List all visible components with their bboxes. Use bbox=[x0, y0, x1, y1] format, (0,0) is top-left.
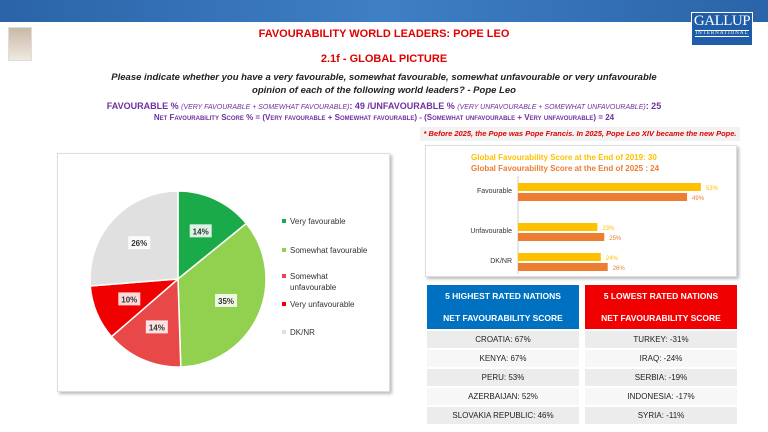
legend-swatch bbox=[282, 274, 286, 278]
highest-header: 5 HIGHEST RATED NATIONS NET FAVOURABILITY… bbox=[427, 285, 579, 329]
lowest-row: TURKEY: -31% bbox=[585, 331, 737, 349]
legend-label: Very unfavourable bbox=[290, 300, 355, 309]
bar-data-label: 53% bbox=[706, 186, 719, 192]
legend-swatch bbox=[282, 248, 286, 252]
pie-chart-box: 14% 35% 14% 10% 26% Very favourable Somewhat f… bbox=[57, 153, 390, 392]
legend-label: DK/NR bbox=[290, 328, 315, 337]
pie-data-label: 26% bbox=[131, 239, 147, 248]
pie-data-label: 14% bbox=[149, 323, 165, 332]
legend-swatch bbox=[282, 302, 286, 306]
pie-data-label: 14% bbox=[193, 227, 209, 236]
logo-sub: INTERNATIONAL bbox=[695, 30, 749, 37]
legend-line: Somewhat bbox=[290, 272, 329, 281]
page-title: FAVOURABILITY WORLD LEADERS: POPE LEO bbox=[258, 28, 510, 40]
highest-row: KENYA: 67% bbox=[427, 350, 579, 368]
logo-name: GALLUP bbox=[693, 13, 751, 29]
bar-chart-box: Global Favourability Score at the End of… bbox=[425, 145, 737, 277]
bar-title-2019: Global Favourability Score at the End of… bbox=[471, 153, 657, 162]
lowest-header: 5 LOWEST RATED NATIONS NET FAVOURABILITY … bbox=[585, 285, 737, 329]
bar-data-label: 26% bbox=[613, 266, 626, 272]
bar-title-2025: Global Favourability Score at the End of… bbox=[471, 164, 660, 173]
favourable-summary: FAVOURABLE % (VERY FAVOURABLE + SOMEWHAT… bbox=[0, 101, 768, 111]
lowest-row: SYRIA: -11% bbox=[585, 407, 737, 425]
fav-def: (VERY FAVOURABLE + SOMEWHAT FAVOURABLE) bbox=[181, 104, 350, 111]
bar-category-label: DK/NR bbox=[490, 258, 512, 265]
highest-title: 5 HIGHEST RATED NATIONS bbox=[445, 291, 561, 301]
fav-label: FAVOURABLE % bbox=[106, 101, 182, 111]
pie-data-label: 10% bbox=[121, 295, 137, 304]
pie-label-bg bbox=[145, 320, 168, 334]
lowest-row: INDONESIA: -17% bbox=[585, 388, 737, 406]
bar-data-label: 23% bbox=[602, 226, 615, 232]
highest-row: AZERBAIJAN: 52% bbox=[427, 388, 579, 406]
bar-category-label: Favourable bbox=[477, 188, 512, 195]
pie-label-bg bbox=[215, 293, 238, 307]
bar bbox=[518, 223, 598, 231]
highest-subtitle: NET FAVOURABILITY SCORE bbox=[443, 313, 563, 323]
legend-label: Somewhat favourable bbox=[290, 246, 368, 255]
lowest-subtitle: NET FAVOURABILITY SCORE bbox=[601, 313, 721, 323]
legend-swatch bbox=[282, 219, 286, 223]
header-banner bbox=[0, 0, 768, 22]
lowest-title: 5 LOWEST RATED NATIONS bbox=[603, 291, 719, 301]
bar bbox=[518, 193, 688, 201]
bar bbox=[518, 233, 605, 241]
gallup-logo: GALLUP INTERNATIONAL bbox=[691, 12, 753, 46]
pie-data-label: 35% bbox=[218, 297, 234, 306]
pie-label-bg bbox=[189, 224, 212, 238]
unfav-value: : 25 bbox=[645, 101, 662, 111]
net-score-formula: Net Favourability Score % = (Very favour… bbox=[153, 113, 615, 122]
highest-row: CROATIA: 67% bbox=[427, 331, 579, 349]
highest-row: SLOVAKIA REPUBLIC: 46% bbox=[427, 407, 579, 425]
pie-label-bg bbox=[128, 236, 151, 250]
page-subtitle: 2.1f - GLOBAL PICTURE bbox=[320, 53, 448, 65]
bar bbox=[518, 183, 701, 191]
unfav-label: : 49 /UNFAVOURABLE % bbox=[349, 101, 458, 111]
bar-data-label: 25% bbox=[609, 236, 622, 242]
pope-photo bbox=[8, 27, 32, 61]
bar-data-label: 49% bbox=[692, 196, 705, 202]
pie-slice bbox=[177, 190, 248, 281]
footnote: * Before 2025, the Pope was Pope Francis… bbox=[420, 127, 740, 141]
lowest-row: IRAQ: -24% bbox=[585, 350, 737, 368]
bar bbox=[518, 253, 601, 261]
legend-label: Very favourable bbox=[290, 217, 346, 226]
highest-row: PERU: 53% bbox=[427, 369, 579, 387]
legend-label: Somewhat unfavourable bbox=[290, 272, 337, 292]
bar bbox=[518, 263, 608, 271]
legend-line: unfavourable bbox=[290, 283, 337, 292]
legend-swatch bbox=[282, 330, 286, 334]
bar-data-label: 24% bbox=[606, 256, 619, 262]
bar-category-label: Unfavourable bbox=[470, 228, 512, 235]
bar-chart: Global Favourability Score at the End of… bbox=[470, 153, 719, 274]
unfav-def: (VERY UNFAVOURABLE + SOMEWHAT UNFAVOURAB… bbox=[457, 104, 646, 111]
question-text: Please indicate whether you have a very … bbox=[111, 72, 657, 96]
lowest-row: SERBIA: -19% bbox=[585, 369, 737, 387]
pie-label-bg bbox=[118, 292, 141, 306]
pie-chart: 14% 35% 14% 10% 26% Very favourable Somewhat f… bbox=[89, 190, 368, 368]
